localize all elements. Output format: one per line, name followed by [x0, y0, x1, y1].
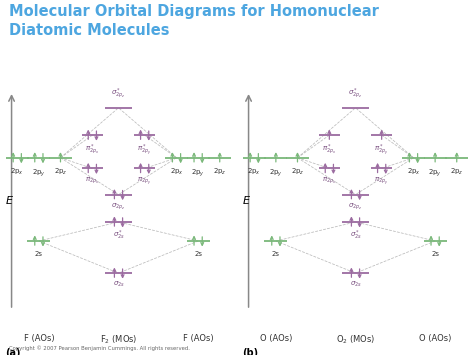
- Text: $\sigma^*_{2p_z}$: $\sigma^*_{2p_z}$: [111, 86, 126, 101]
- Text: $\sigma_{2p_z}$: $\sigma_{2p_z}$: [111, 202, 126, 212]
- Text: $\sigma^*_{2s}$: $\sigma^*_{2s}$: [112, 229, 125, 242]
- Text: 2p$_z$: 2p$_z$: [450, 167, 464, 178]
- Text: O$_2$ (MOs): O$_2$ (MOs): [336, 334, 375, 346]
- Text: 2s: 2s: [431, 251, 439, 257]
- Text: F (AOs): F (AOs): [24, 334, 54, 343]
- Text: O (AOs): O (AOs): [419, 334, 451, 343]
- Text: $\sigma_{2s}$: $\sigma_{2s}$: [112, 280, 125, 289]
- Text: $\sigma_{2p_z}$: $\sigma_{2p_z}$: [348, 202, 363, 212]
- Text: 2p$_x$: 2p$_x$: [10, 167, 24, 178]
- Text: $\pi_{2p_x}$: $\pi_{2p_x}$: [85, 176, 100, 186]
- Text: 2p$_y$: 2p$_y$: [32, 167, 46, 179]
- Text: 2p$_y$: 2p$_y$: [269, 167, 283, 179]
- Text: $\pi^*_{2p_y}$: $\pi^*_{2p_y}$: [137, 142, 152, 158]
- Text: 2s: 2s: [272, 251, 280, 257]
- Text: $\pi^*_{2p_x}$: $\pi^*_{2p_x}$: [322, 142, 337, 157]
- Text: $\sigma^*_{2s}$: $\sigma^*_{2s}$: [349, 229, 362, 242]
- Text: 2p$_z$: 2p$_z$: [213, 167, 227, 178]
- Text: 2p$_x$: 2p$_x$: [407, 167, 420, 178]
- Text: 2p$_y$: 2p$_y$: [191, 167, 205, 179]
- Text: $\sigma_{2s}$: $\sigma_{2s}$: [349, 280, 362, 289]
- Text: $\pi_{2p_x}$: $\pi_{2p_x}$: [322, 176, 337, 186]
- Text: $\pi^*_{2p_y}$: $\pi^*_{2p_y}$: [374, 142, 389, 158]
- Text: 2p$_y$: 2p$_y$: [428, 167, 442, 179]
- Text: F$_2$ (MOs): F$_2$ (MOs): [100, 334, 137, 346]
- Text: (a): (a): [5, 348, 20, 355]
- Text: F (AOs): F (AOs): [183, 334, 213, 343]
- Text: 2p$_x$: 2p$_x$: [247, 167, 261, 178]
- Text: 2p$_x$: 2p$_x$: [170, 167, 183, 178]
- Text: $\pi_{2p_y}$: $\pi_{2p_y}$: [137, 176, 152, 187]
- Text: E: E: [243, 196, 250, 206]
- Text: E: E: [6, 196, 13, 206]
- Text: $\pi_{2p_y}$: $\pi_{2p_y}$: [374, 176, 389, 187]
- Text: Copyright © 2007 Pearson Benjamin Cummings. All rights reserved.: Copyright © 2007 Pearson Benjamin Cummin…: [9, 346, 191, 351]
- Text: Molecular Orbital Diagrams for Homonuclear
Diatomic Molecules: Molecular Orbital Diagrams for Homonucle…: [9, 4, 379, 38]
- Text: O (AOs): O (AOs): [260, 334, 292, 343]
- Text: 2p$_z$: 2p$_z$: [291, 167, 304, 178]
- Text: 2s: 2s: [194, 251, 202, 257]
- Text: 2p$_z$: 2p$_z$: [54, 167, 67, 178]
- Text: $\pi^*_{2p_x}$: $\pi^*_{2p_x}$: [85, 142, 100, 157]
- Text: 2s: 2s: [35, 251, 43, 257]
- Text: (b): (b): [242, 348, 258, 355]
- Text: $\sigma^*_{2p_z}$: $\sigma^*_{2p_z}$: [348, 86, 363, 101]
